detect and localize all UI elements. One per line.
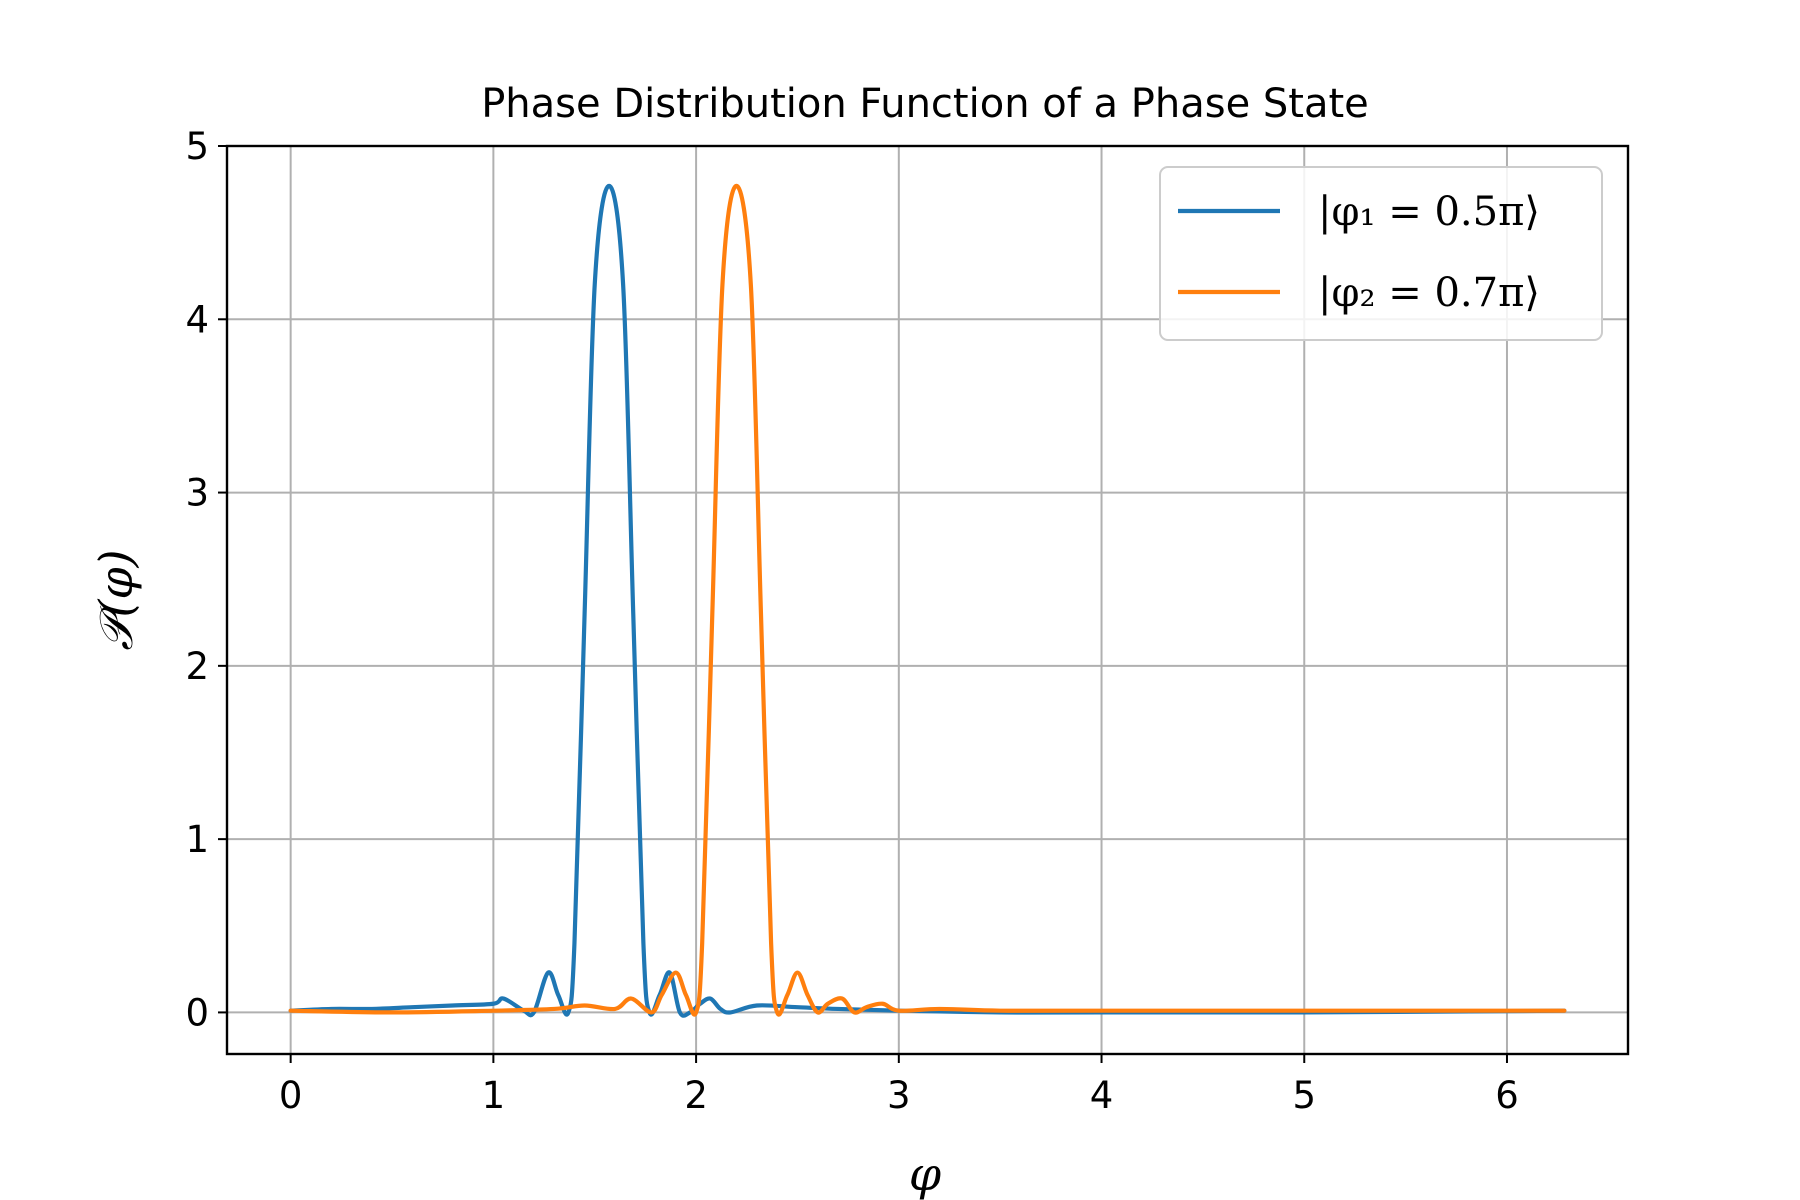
y-tick-label: 4 [185,298,209,341]
x-tick-label: 0 [279,1074,303,1117]
x-tick-label: 4 [1090,1074,1114,1117]
x-tick-label: 5 [1292,1074,1316,1117]
chart-title: Phase Distribution Function of a Phase S… [481,81,1369,127]
x-axis-label: φ [909,1147,942,1200]
ticks-layer: 0 1 2 3 4 5 6 0 1 2 3 4 5 [185,125,1518,1117]
x-tick-label: 3 [887,1074,911,1117]
x-tick-label: 6 [1495,1074,1519,1117]
y-tick-label: 0 [185,991,209,1034]
y-tick-label: 2 [185,645,209,688]
legend: |φ₁ = 0.5π⟩ |φ₂ = 0.7π⟩ [1159,166,1603,341]
series-layer [288,183,1567,1018]
x-tick-label: 1 [482,1074,506,1117]
y-axis-label: 𝒫(φ) [89,549,143,650]
y-tick-label: 3 [185,472,209,515]
legend-label-series-2: |φ₂ = 0.7π⟩ [1318,270,1540,316]
y-tick-label: 1 [185,818,209,861]
y-tick-label: 5 [185,125,209,168]
series-line-2 [288,183,1567,1017]
legend-label-series-1: |φ₁ = 0.5π⟩ [1318,189,1540,235]
axes-frame [225,144,1630,1056]
x-tick-label: 2 [684,1074,708,1117]
